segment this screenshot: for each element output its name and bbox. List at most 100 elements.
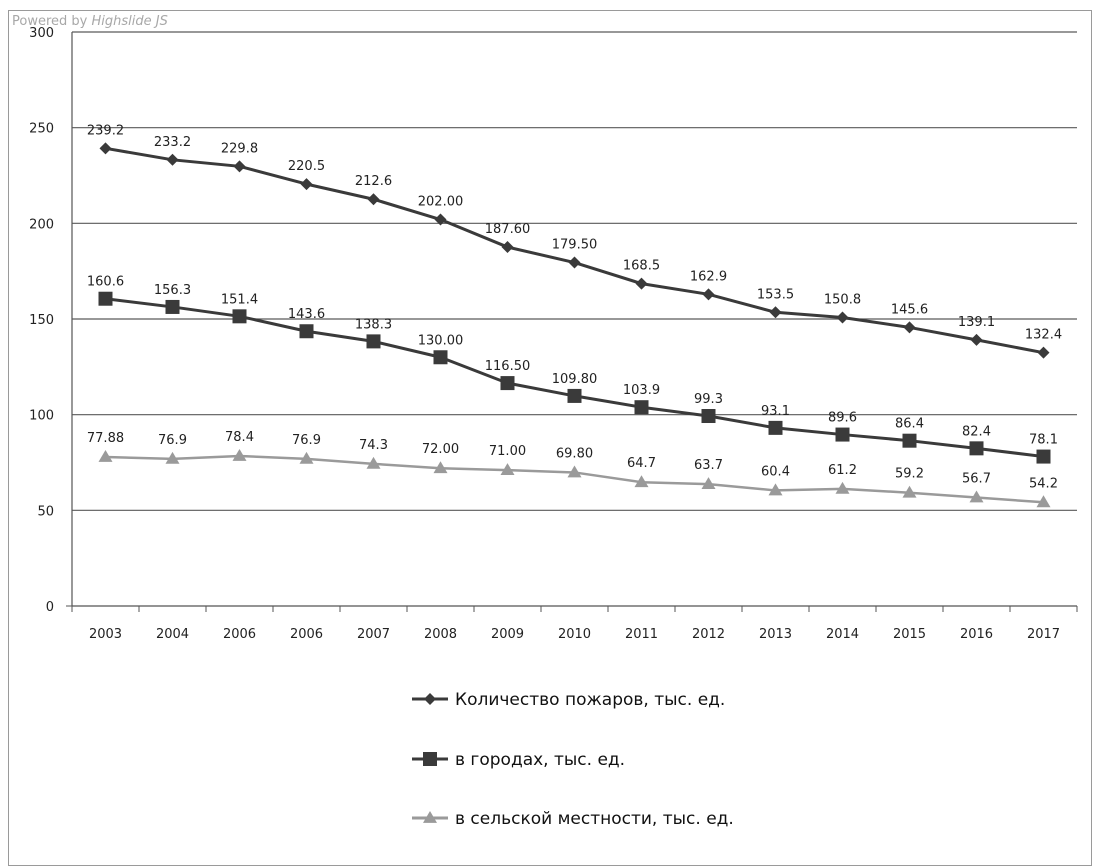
- data-point-square[interactable]: [434, 350, 448, 364]
- data-point-triangle[interactable]: [233, 449, 247, 461]
- data-label: 156.3: [154, 283, 191, 298]
- data-label: 63.7: [694, 458, 723, 473]
- legend[interactable]: Количество пожаров, тыс. ед. в городах, т…: [412, 690, 734, 829]
- axes: [66, 32, 1077, 612]
- data-label: 71.00: [489, 444, 526, 459]
- data-label: 130.00: [418, 333, 464, 348]
- data-point-diamond[interactable]: [234, 160, 246, 172]
- data-label: 212.6: [355, 174, 392, 189]
- data-label: 82.4: [962, 424, 991, 439]
- x-tick-label: 2014: [826, 627, 859, 642]
- y-tick-label: 300: [29, 26, 54, 41]
- data-label: 239.2: [87, 123, 124, 138]
- data-point-square[interactable]: [501, 376, 515, 390]
- data-point-square[interactable]: [300, 324, 314, 338]
- data-point-diamond[interactable]: [1038, 347, 1050, 359]
- y-tick-label: 250: [29, 122, 54, 137]
- data-point-square[interactable]: [233, 309, 247, 323]
- data-label: 132.4: [1025, 328, 1062, 343]
- data-point-diamond[interactable]: [301, 178, 313, 190]
- legend-label: в городах, тыс. ед.: [455, 750, 625, 770]
- legend-marker-diamond[interactable]: [424, 693, 436, 705]
- data-label: 72.00: [422, 442, 459, 457]
- legend-label: Количество пожаров, тыс. ед.: [455, 690, 725, 710]
- data-point-diamond[interactable]: [904, 321, 916, 333]
- x-tick-label: 2004: [156, 627, 189, 642]
- data-label: 229.8: [221, 141, 258, 156]
- data-label: 202.00: [418, 195, 464, 210]
- data-label: 76.9: [292, 433, 321, 448]
- legend-item[interactable]: в городах, тыс. ед.: [412, 750, 625, 770]
- legend-marker-square[interactable]: [423, 752, 437, 766]
- data-label: 86.4: [895, 417, 924, 432]
- data-label: 179.50: [552, 238, 598, 253]
- data-label: 145.6: [891, 302, 928, 317]
- y-tick-label: 200: [29, 217, 54, 232]
- data-label: 143.6: [288, 307, 325, 322]
- x-tick-label: 2017: [1027, 627, 1060, 642]
- x-tick-label: 2006: [223, 627, 256, 642]
- x-tick-label: 2015: [893, 627, 926, 642]
- data-point-square[interactable]: [903, 434, 917, 448]
- data-point-square[interactable]: [1037, 450, 1051, 464]
- data-label: 54.2: [1029, 476, 1058, 491]
- data-label: 116.50: [485, 359, 531, 374]
- data-point-square[interactable]: [702, 409, 716, 423]
- data-label: 59.2: [895, 467, 924, 482]
- data-label: 103.9: [623, 383, 660, 398]
- y-tick-label: 0: [46, 600, 54, 615]
- data-point-square[interactable]: [568, 389, 582, 403]
- data-point-square[interactable]: [99, 292, 113, 306]
- data-point-diamond[interactable]: [368, 193, 380, 205]
- x-tick-labels: 2003 2004 2006 2006 2007 2008 2009 2010 2011 2012…: [89, 627, 1060, 642]
- data-label: 153.5: [757, 287, 794, 302]
- data-point-diamond[interactable]: [703, 288, 715, 300]
- x-tick-label: 2008: [424, 627, 457, 642]
- x-tick-label: 2007: [357, 627, 390, 642]
- gridlines: [72, 32, 1077, 510]
- data-point-diamond[interactable]: [770, 306, 782, 318]
- data-point-diamond[interactable]: [636, 278, 648, 290]
- data-label: 168.5: [623, 259, 660, 274]
- data-label: 78.4: [225, 430, 254, 445]
- data-point-square[interactable]: [769, 421, 783, 435]
- data-point-square[interactable]: [970, 441, 984, 455]
- x-tick-label: 2009: [491, 627, 524, 642]
- data-label: 61.2: [828, 463, 857, 478]
- data-label: 64.7: [627, 456, 656, 471]
- data-label: 233.2: [154, 135, 191, 150]
- x-tick-label: 2016: [960, 627, 993, 642]
- data-point-diamond[interactable]: [502, 241, 514, 253]
- x-tick-label: 2012: [692, 627, 725, 642]
- x-tick-label: 2010: [558, 627, 591, 642]
- data-point-diamond[interactable]: [167, 154, 179, 166]
- data-point-square[interactable]: [836, 428, 850, 442]
- data-label: 69.80: [556, 446, 593, 461]
- data-label: 220.5: [288, 159, 325, 174]
- data-label: 60.4: [761, 464, 790, 479]
- data-label: 99.3: [694, 392, 723, 407]
- data-label: 139.1: [958, 315, 995, 330]
- data-label: 74.3: [359, 438, 388, 453]
- y-tick-labels: 050100150200250300: [29, 26, 54, 615]
- data-point-diamond[interactable]: [971, 334, 983, 346]
- data-label: 76.9: [158, 433, 187, 448]
- data-label: 78.1: [1029, 433, 1058, 448]
- data-point-diamond[interactable]: [837, 311, 849, 323]
- data-point-square[interactable]: [635, 400, 649, 414]
- y-tick-label: 50: [37, 504, 54, 519]
- data-point-square[interactable]: [367, 334, 381, 348]
- x-tick-label: 2006: [290, 627, 323, 642]
- data-point-square[interactable]: [166, 300, 180, 314]
- data-point-diamond[interactable]: [569, 257, 581, 269]
- data-point-diamond[interactable]: [100, 142, 112, 154]
- x-tick-label: 2011: [625, 627, 658, 642]
- legend-item[interactable]: в сельской местности, тыс. ед.: [412, 809, 734, 829]
- legend-item[interactable]: Количество пожаров, тыс. ед.: [412, 690, 725, 710]
- x-tick-label: 2013: [759, 627, 792, 642]
- y-tick-label: 100: [29, 409, 54, 424]
- data-label: 77.88: [87, 431, 124, 446]
- data-label: 109.80: [552, 372, 598, 387]
- data-label: 187.60: [485, 222, 531, 237]
